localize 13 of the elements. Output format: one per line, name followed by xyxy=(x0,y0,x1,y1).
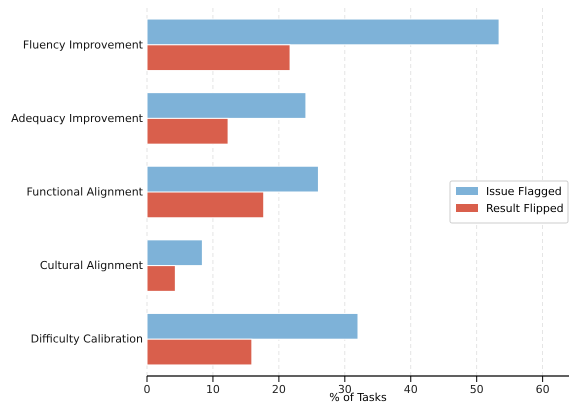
y-tick-label: Difficulty Calibration xyxy=(30,332,144,346)
legend-label: Result Flipped xyxy=(486,202,564,215)
y-tick-label: Functional Alignment xyxy=(26,186,144,199)
y-tick-label: Adequacy Improvement xyxy=(11,112,144,125)
y-tick-label: Cultural Alignment xyxy=(40,259,144,272)
x-tick-label: 0 xyxy=(144,382,150,396)
x-tick-label: 50 xyxy=(470,382,484,396)
x-tick-label: 20 xyxy=(272,382,286,396)
y-tick-label: Fluency Improvement xyxy=(22,38,144,52)
x-tick-label: 60 xyxy=(536,382,550,396)
x-tick-label: 10 xyxy=(206,382,220,396)
x-tick-label: 40 xyxy=(404,382,418,396)
legend-label: Issue Flagged xyxy=(486,185,562,198)
